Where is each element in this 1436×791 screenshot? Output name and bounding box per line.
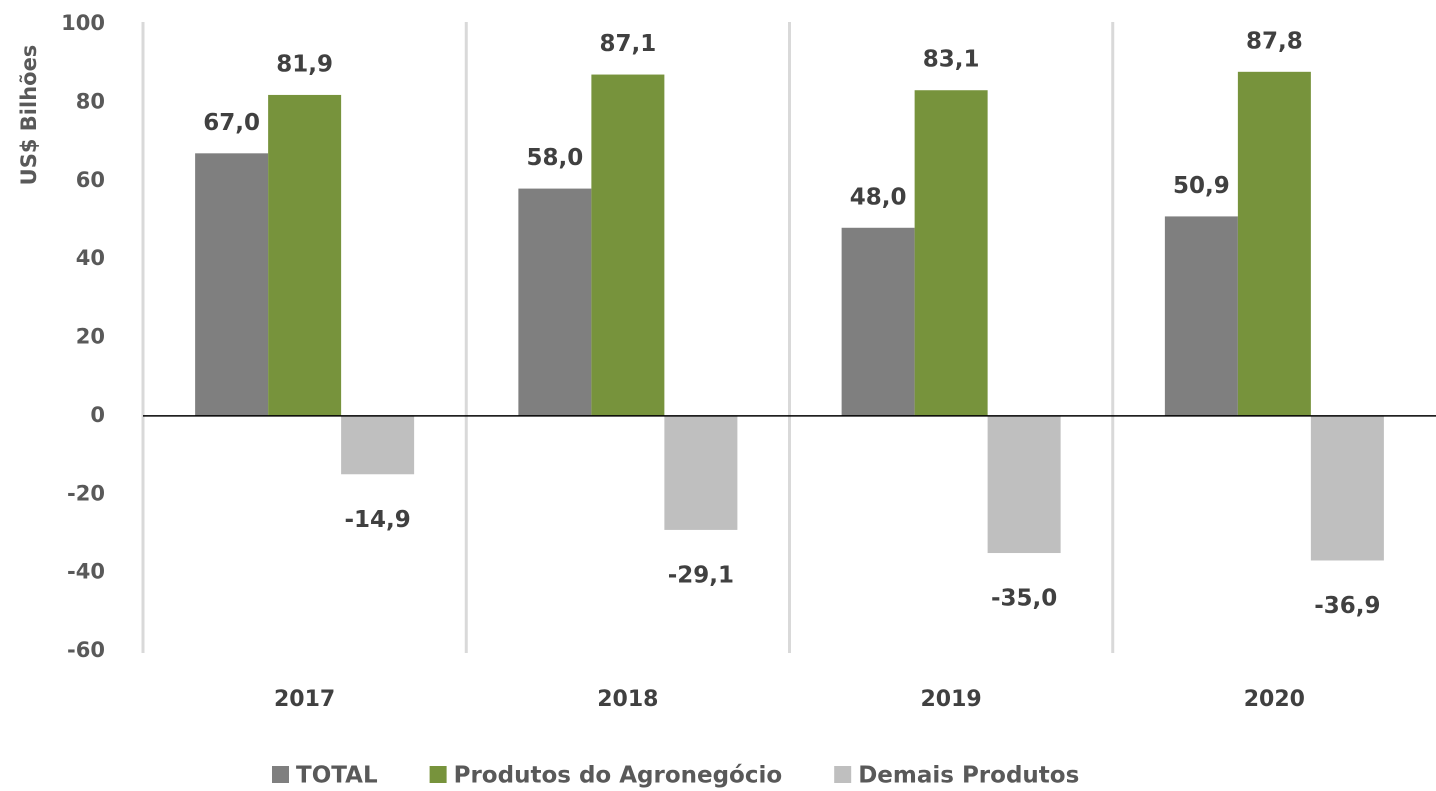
y-tick-label: -60 (67, 638, 105, 662)
value-label: 67,0 (203, 110, 260, 136)
legend-label: Demais Produtos (858, 763, 1079, 789)
y-tick-label: -20 (67, 481, 105, 505)
bar (195, 153, 269, 416)
bar (591, 74, 665, 416)
y-tick-label: 100 (61, 11, 105, 35)
value-label: 58,0 (527, 145, 584, 171)
value-label: -35,0 (991, 586, 1057, 612)
x-tick-label: 2019 (921, 687, 982, 712)
legend-label: TOTAL (296, 763, 378, 789)
y-axis-label: US$ Bilhões (17, 45, 41, 186)
bar (268, 94, 342, 416)
y-tick-label: 60 (76, 168, 105, 192)
value-label: 83,1 (923, 47, 980, 73)
legend-swatch (272, 766, 289, 783)
y-tick-label: 80 (76, 89, 105, 113)
y-tick-label: 40 (76, 246, 105, 270)
value-label: -29,1 (668, 562, 734, 588)
bar (341, 415, 415, 475)
bar (518, 188, 592, 416)
bar (841, 227, 915, 416)
bar (1237, 71, 1311, 416)
y-tick-label: -40 (67, 560, 105, 584)
value-label: 81,9 (276, 51, 333, 77)
value-label: 87,8 (1246, 28, 1303, 54)
x-tick-label: 2020 (1244, 687, 1305, 712)
x-tick-label: 2018 (597, 687, 658, 712)
bar (914, 90, 988, 416)
legend-swatch (834, 766, 852, 783)
bar (1164, 216, 1238, 416)
bar (987, 415, 1061, 554)
bar (664, 415, 738, 530)
y-tick-label: 0 (90, 403, 105, 427)
bar (1310, 415, 1384, 561)
value-label: -36,9 (1314, 593, 1380, 619)
value-label: -14,9 (344, 507, 410, 533)
legend-swatch (429, 766, 447, 783)
legend-label: Produtos do Agronegócio (454, 763, 783, 789)
value-label: 48,0 (850, 184, 907, 210)
x-tick-label: 2017 (274, 687, 335, 712)
y-tick-label: 20 (76, 325, 105, 349)
value-label: 87,1 (600, 31, 657, 57)
value-label: 50,9 (1173, 173, 1230, 199)
